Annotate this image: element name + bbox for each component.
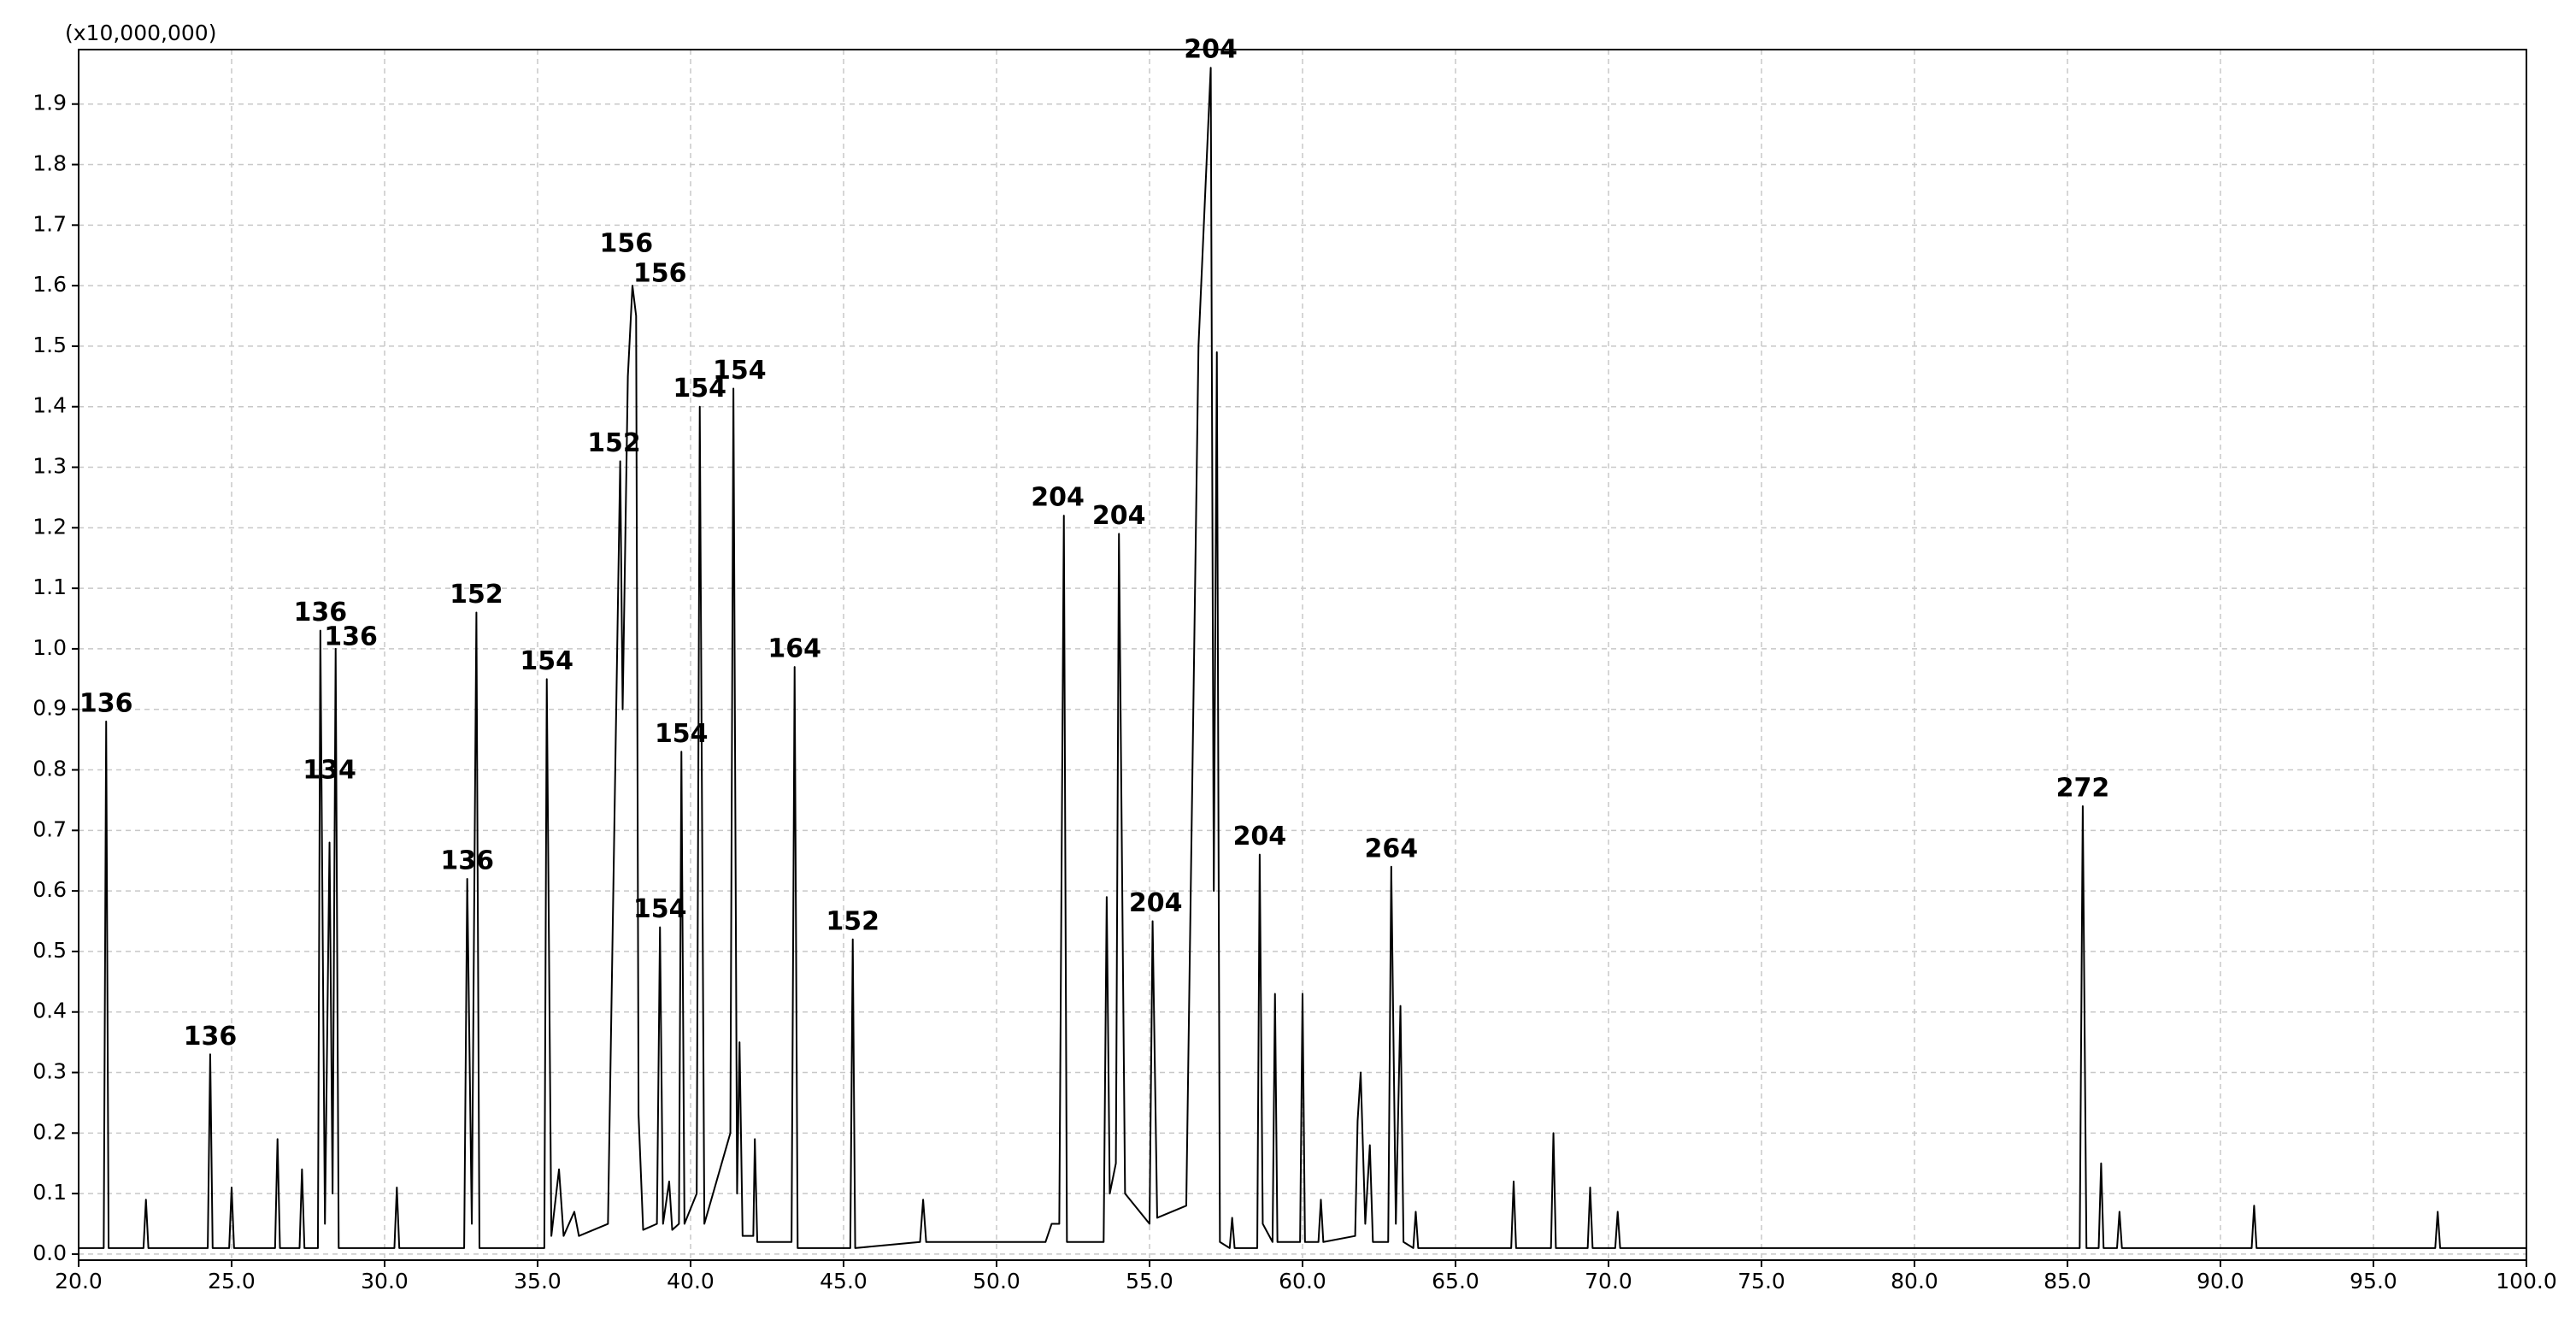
y-tick-label: 1.8 — [32, 151, 67, 176]
peak-label: 154 — [520, 646, 573, 676]
x-tick-label: 25.0 — [208, 1269, 256, 1293]
y-tick-label: 1.6 — [32, 272, 67, 297]
x-tick-label: 75.0 — [1738, 1269, 1785, 1293]
y-tick-label: 0.8 — [32, 757, 67, 781]
peak-label: 164 — [768, 634, 821, 664]
y-tick-label: 1.1 — [32, 575, 67, 599]
y-tick-label: 1.7 — [32, 211, 67, 236]
x-tick-label: 85.0 — [2044, 1269, 2091, 1293]
peak-label: 204 — [1031, 483, 1085, 513]
peak-label: 154 — [655, 719, 709, 749]
y-tick-label: 0.6 — [32, 877, 67, 902]
y-tick-label: 0.9 — [32, 696, 67, 721]
x-tick-label: 90.0 — [2197, 1269, 2244, 1293]
peak-label: 154 — [713, 356, 767, 386]
y-tick-label: 0.5 — [32, 938, 67, 963]
x-tick-label: 50.0 — [973, 1269, 1020, 1293]
x-tick-label: 20.0 — [55, 1269, 103, 1293]
peak-label: 136 — [294, 598, 348, 628]
peak-label: 204 — [1233, 822, 1287, 852]
peak-label: 204 — [1184, 35, 1238, 65]
peak-label: 154 — [673, 374, 726, 404]
y-tick-label: 0.3 — [32, 1059, 67, 1084]
y-tick-label: 0.1 — [32, 1180, 67, 1205]
x-tick-label: 80.0 — [1891, 1269, 1938, 1293]
x-tick-label: 55.0 — [1126, 1269, 1173, 1293]
peak-label: 204 — [1129, 888, 1183, 918]
peak-label: 156 — [633, 259, 687, 289]
y-tick-label: 0.2 — [32, 1119, 67, 1144]
peak-label: 152 — [826, 906, 879, 936]
y-tick-label: 1.2 — [32, 514, 67, 539]
peak-label: 152 — [587, 428, 641, 458]
x-tick-label: 30.0 — [361, 1269, 409, 1293]
peak-label: 154 — [633, 894, 687, 924]
y-tick-label: 1.4 — [32, 393, 67, 418]
signal-line — [79, 67, 2526, 1249]
y-tick-label: 1.5 — [32, 333, 67, 357]
y-tick-label: 0.4 — [32, 999, 67, 1023]
y-tick-label: 0.7 — [32, 816, 67, 841]
peak-label: 272 — [2056, 774, 2110, 804]
peak-label: 204 — [1092, 501, 1146, 531]
peak-label: 136 — [184, 1022, 238, 1052]
x-tick-label: 95.0 — [2350, 1269, 2397, 1293]
peak-label: 134 — [303, 755, 356, 785]
x-tick-label: 70.0 — [1585, 1269, 1632, 1293]
peak-label: 264 — [1365, 834, 1419, 863]
peak-label: 136 — [324, 622, 378, 652]
y-tick-label: 1.3 — [32, 454, 67, 479]
y-tick-label: 1.9 — [32, 91, 67, 115]
y-tick-label: 0.0 — [32, 1240, 67, 1265]
x-tick-label: 40.0 — [667, 1269, 715, 1293]
x-tick-label: 45.0 — [820, 1269, 867, 1293]
peak-label: 136 — [79, 688, 133, 718]
peak-label: 156 — [600, 228, 654, 258]
peak-label: 136 — [440, 846, 494, 875]
x-tick-label: 100.0 — [2496, 1269, 2557, 1293]
x-tick-label: 35.0 — [514, 1269, 562, 1293]
multiplier-label: (x10,000,000) — [65, 21, 216, 45]
y-tick-label: 1.0 — [32, 635, 67, 660]
peak-label: 152 — [450, 580, 503, 610]
x-tick-label: 60.0 — [1279, 1269, 1326, 1293]
x-tick-label: 65.0 — [1432, 1269, 1479, 1293]
plot-frame — [78, 49, 2527, 1261]
